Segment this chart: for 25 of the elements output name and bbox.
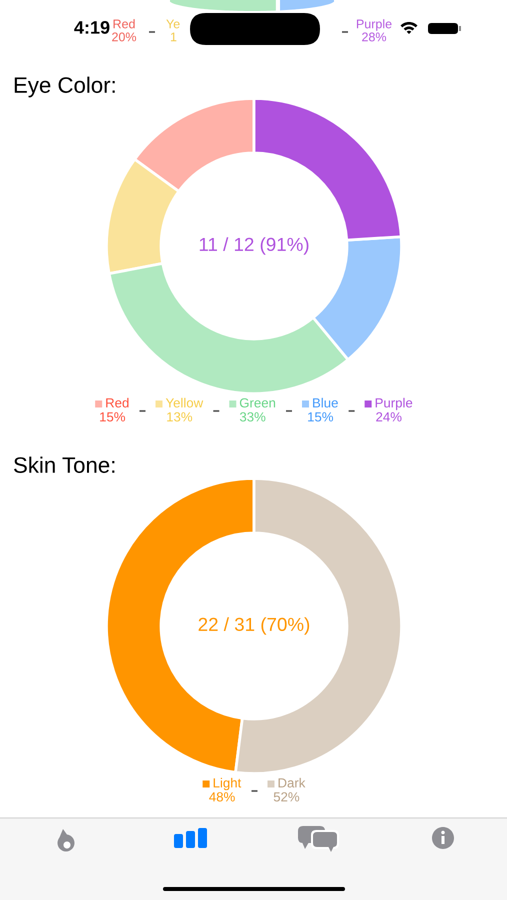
chart-title: Eye Color: [14,76,115,98]
text: 11 / 12 (91%) [200,237,308,255]
legend-label: Blue [313,398,338,408]
text: 1 [170,32,176,42]
legend-label: Red [106,398,128,408]
data-label: 15% [100,412,126,422]
chart-title: Skin Tone: [14,456,114,473]
legend-label: Purple [376,398,412,410]
legend-label: Yellow [166,398,204,408]
data-label: 52% [274,792,300,802]
text: 22 / 31 (70%) [198,617,310,635]
legend-label: Dark [278,778,306,788]
text: 4:19 [74,21,110,34]
data-label: 13% [167,412,192,422]
text: 28% [362,32,386,42]
text: 20% [112,32,136,42]
data-label: 15% [308,412,334,422]
data-label: 48% [209,792,235,802]
legend-label: Green [240,398,276,408]
text: Ye [166,20,180,28]
data-label: 24% [376,412,402,422]
text: Red [114,19,135,28]
data-label: 33% [240,412,266,422]
legend-label: Light [214,778,242,790]
text: Purple [356,19,392,31]
